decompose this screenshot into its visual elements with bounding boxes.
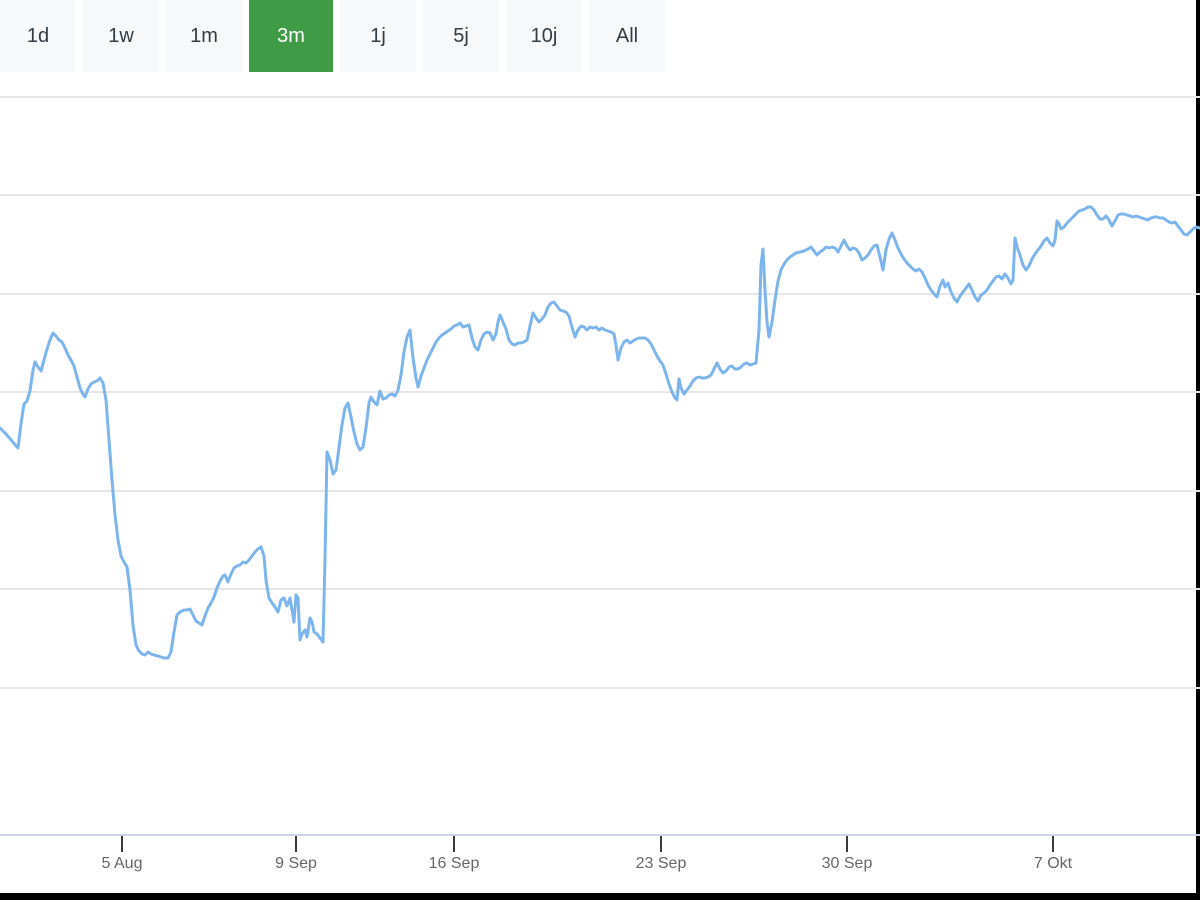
range-selector: 1d 1w 1m 3m 1j 5j 10j All	[0, 0, 665, 72]
range-button-5j[interactable]: 5j	[423, 0, 499, 72]
range-button-3m[interactable]: 3m	[249, 0, 333, 72]
range-button-1j[interactable]: 1j	[340, 0, 416, 72]
range-button-all[interactable]: All	[589, 0, 665, 72]
window-edge-bottom	[0, 893, 1200, 900]
range-button-1w[interactable]: 1w	[83, 0, 159, 72]
range-button-1m[interactable]: 1m	[166, 0, 242, 72]
range-button-1d[interactable]: 1d	[0, 0, 76, 72]
price-line-series[interactable]	[0, 205, 1200, 660]
window-edge-right	[1196, 0, 1200, 900]
range-button-10j[interactable]: 10j	[506, 0, 582, 72]
